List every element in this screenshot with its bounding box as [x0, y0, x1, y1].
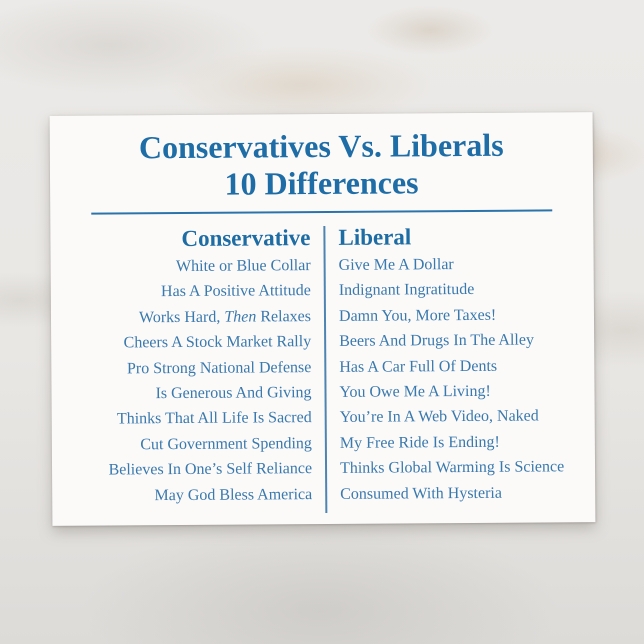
conservative-header: Conservative	[181, 225, 311, 251]
liberal-item: You’re In A Web Video, Naked	[339, 407, 539, 427]
title-line-2: 10 Differences	[224, 164, 419, 202]
liberal-column: Liberal Give Me A Dollar Indignant Ingra…	[324, 221, 595, 507]
liberal-item: Indignant Ingratitude	[338, 281, 475, 300]
title-rule	[91, 209, 553, 215]
conservative-item: May God Bless America	[154, 485, 313, 504]
postcard-title: Conservatives Vs. Liberals 10 Difference…	[50, 126, 594, 204]
conservative-item: Believes In One’s Self Reliance	[108, 460, 313, 479]
conservative-item: White or Blue Collar	[175, 257, 311, 276]
conservative-item: Thinks That All Life Is Sacred	[116, 409, 312, 428]
liberal-item: You Owe Me A Living!	[339, 382, 491, 401]
conservative-item: Works Hard, Then Relaxes	[51, 304, 311, 331]
liberal-item: Damn You, More Taxes!	[338, 306, 497, 325]
postcard: Conservatives Vs. Liberals 10 Difference…	[49, 112, 596, 526]
conservative-item-text: Works Hard,	[138, 308, 225, 327]
liberal-item: Give Me A Dollar	[338, 256, 454, 274]
liberal-header: Liberal	[338, 224, 412, 250]
conservative-item: Is Generous And Giving	[155, 384, 312, 403]
liberal-item: Has A Car Full Of Dents	[339, 357, 498, 376]
conservative-item-italic-word: Then	[224, 308, 257, 326]
title-line-1: Conservatives Vs. Liberals	[138, 126, 504, 166]
conservative-item: Cheers A Stock Market Rally	[123, 333, 312, 352]
conservative-item: Pro Strong National Defense	[126, 358, 312, 377]
conservative-column: Conservative White or Blue Collar Has A …	[50, 223, 326, 509]
conservative-item: Cut Government Spending	[140, 434, 312, 454]
liberal-item: Beers And Drugs In The Alley	[339, 331, 535, 351]
conservative-item: Has A Positive Attitude	[160, 282, 311, 301]
liberal-item: Consumed With Hysteria	[340, 484, 502, 503]
conservative-item-text: Relaxes	[256, 307, 312, 326]
liberal-item: My Free Ride Is Ending!	[339, 433, 500, 452]
liberal-item: Thinks Global Warming Is Science	[339, 458, 565, 478]
comparison-table: Conservative White or Blue Collar Has A …	[50, 221, 595, 513]
